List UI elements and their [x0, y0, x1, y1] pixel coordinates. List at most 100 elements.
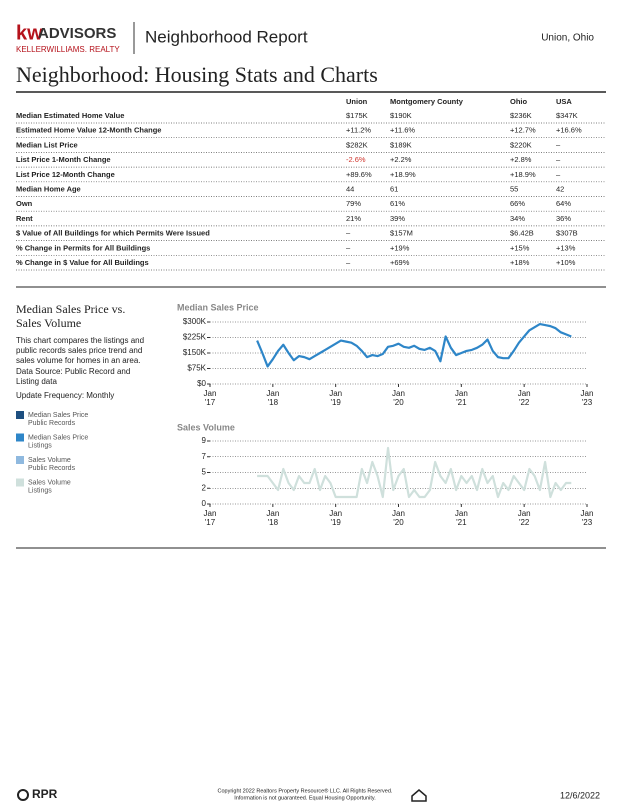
y-tick-label: 0: [202, 499, 207, 508]
row-label: Estimated Home Value 12-Month Change: [16, 126, 161, 135]
y-tick-label: 5: [202, 468, 207, 477]
table-cell: 21%: [346, 214, 361, 223]
x-tick-label: Jan '21: [455, 389, 468, 407]
legend-sublabel: Listings: [28, 487, 52, 494]
table-cell: $282K: [346, 140, 368, 149]
logo-kw: kw: [16, 22, 43, 44]
table-cell: +12.7%: [510, 126, 536, 135]
table-cell: +18.9%: [510, 170, 536, 179]
column-header: Union: [346, 97, 368, 106]
data-source: Data Source: Public Record and Listing da…: [16, 367, 130, 386]
table-cell: 42: [556, 184, 564, 193]
x-tick-label: Jan '19: [329, 389, 342, 407]
table-cell: +16.6%: [556, 126, 582, 135]
x-tick-label: Jan '21: [455, 509, 468, 527]
table-cell: +2.8%: [510, 155, 532, 164]
x-tick-label: Jan '22: [518, 389, 531, 407]
table-cell: –: [346, 229, 351, 238]
x-tick-label: Jan '22: [518, 509, 531, 527]
row-label: % Change in $ Value for All Buildings: [16, 258, 149, 267]
logo-brand: KELLERWILLIAMS. REALTY: [16, 45, 120, 54]
table-cell: +11.2%: [346, 126, 371, 135]
report-name: Neighborhood Report: [145, 27, 308, 46]
table-cell: $175K: [346, 111, 368, 120]
table-cell: –: [556, 170, 561, 179]
x-tick-label: Jan '20: [392, 389, 405, 407]
column-header: Montgomery County: [390, 97, 464, 106]
page-title: Neighborhood: Housing Stats and Charts: [16, 62, 378, 87]
table-cell: +69%: [390, 258, 410, 267]
table-cell: 39%: [390, 214, 405, 223]
row-label: Median List Price: [16, 140, 78, 149]
table-cell: 36%: [556, 214, 571, 223]
legend-label: Sales Volume: [28, 479, 71, 486]
table-cell: –: [346, 258, 351, 267]
legend-label: Sales Volume: [28, 457, 71, 464]
table-cell: $189K: [390, 140, 412, 149]
table-cell: 64%: [556, 199, 571, 208]
legend-swatch: [16, 411, 24, 419]
chart-title: Median Sales Price: [177, 302, 259, 312]
table-cell: 79%: [346, 199, 361, 208]
disclaimer: Information is not guaranteed. Equal Hou…: [234, 795, 376, 801]
table-cell: $157M: [390, 229, 413, 238]
table-cell: 55: [510, 184, 518, 193]
x-tick-label: Jan '23: [581, 389, 594, 407]
y-tick-label: $75K: [187, 364, 206, 373]
y-tick-label: $225K: [183, 333, 207, 342]
copyright: Copyright 2022 Realtors Property Resourc…: [218, 787, 393, 794]
table-cell: +18%: [510, 258, 530, 267]
legend-sublabel: Public Records: [28, 420, 76, 427]
row-label: Own: [16, 199, 33, 208]
table-cell: $6.42B: [510, 229, 534, 238]
legend-label: Median Sales Price: [28, 434, 88, 441]
y-tick-label: 7: [202, 452, 207, 461]
table-cell: 61%: [390, 199, 405, 208]
y-tick-label: $300K: [183, 317, 207, 326]
update-frequency: Update Frequency: Monthly: [16, 391, 114, 400]
x-tick-label: Jan '17: [204, 389, 217, 407]
equal-housing-icon: [411, 789, 427, 802]
table-cell: $236K: [510, 111, 532, 120]
chart-title: Sales Volume: [177, 422, 235, 432]
y-tick-label: 2: [202, 483, 207, 492]
footer-date: 12/6/2022: [560, 790, 600, 800]
series-line: [256, 322, 572, 368]
legend-sublabel: Public Records: [28, 465, 76, 472]
row-label: List Price 1-Month Change: [16, 155, 111, 164]
table-cell: –: [556, 155, 561, 164]
table-cell: $220K: [510, 140, 532, 149]
logo-advisors: ADVISORS: [38, 25, 116, 42]
x-tick-label: Jan '20: [392, 509, 405, 527]
table-cell: $307B: [556, 229, 578, 238]
table-cell: +13%: [556, 243, 576, 252]
y-tick-label: 9: [202, 436, 207, 445]
row-label: List Price 12-Month Change: [16, 170, 115, 179]
row-label: Rent: [16, 214, 33, 223]
table-cell: +2.2%: [390, 155, 412, 164]
section-description: This chart compares the listings and publ…: [16, 336, 144, 365]
table-cell: 34%: [510, 214, 525, 223]
table-cell: +11.6%: [390, 126, 415, 135]
table-cell: -2.6%: [346, 155, 366, 164]
table-cell: +10%: [556, 258, 576, 267]
row-label: Median Estimated Home Value: [16, 111, 124, 120]
legend-swatch: [16, 478, 24, 487]
table-cell: +19%: [390, 243, 410, 252]
x-tick-label: Jan '18: [266, 389, 279, 407]
x-tick-label: Jan '17: [204, 509, 217, 527]
location: Union, Ohio: [541, 33, 594, 44]
table-cell: $190K: [390, 111, 412, 120]
rpr-icon: [17, 789, 29, 801]
table-cell: 61: [390, 184, 398, 193]
row-label: Median Home Age: [16, 184, 81, 193]
row-label: % Change in Permits for All Buildings: [16, 243, 150, 252]
table-cell: $347K: [556, 111, 578, 120]
y-tick-label: $0: [197, 379, 206, 388]
row-label: $ Value of All Buildings for which Permi…: [16, 229, 210, 238]
x-tick-label: Jan '19: [329, 509, 342, 527]
table-cell: –: [556, 140, 561, 149]
table-cell: +15%: [510, 243, 530, 252]
table-cell: +18.9%: [390, 170, 416, 179]
